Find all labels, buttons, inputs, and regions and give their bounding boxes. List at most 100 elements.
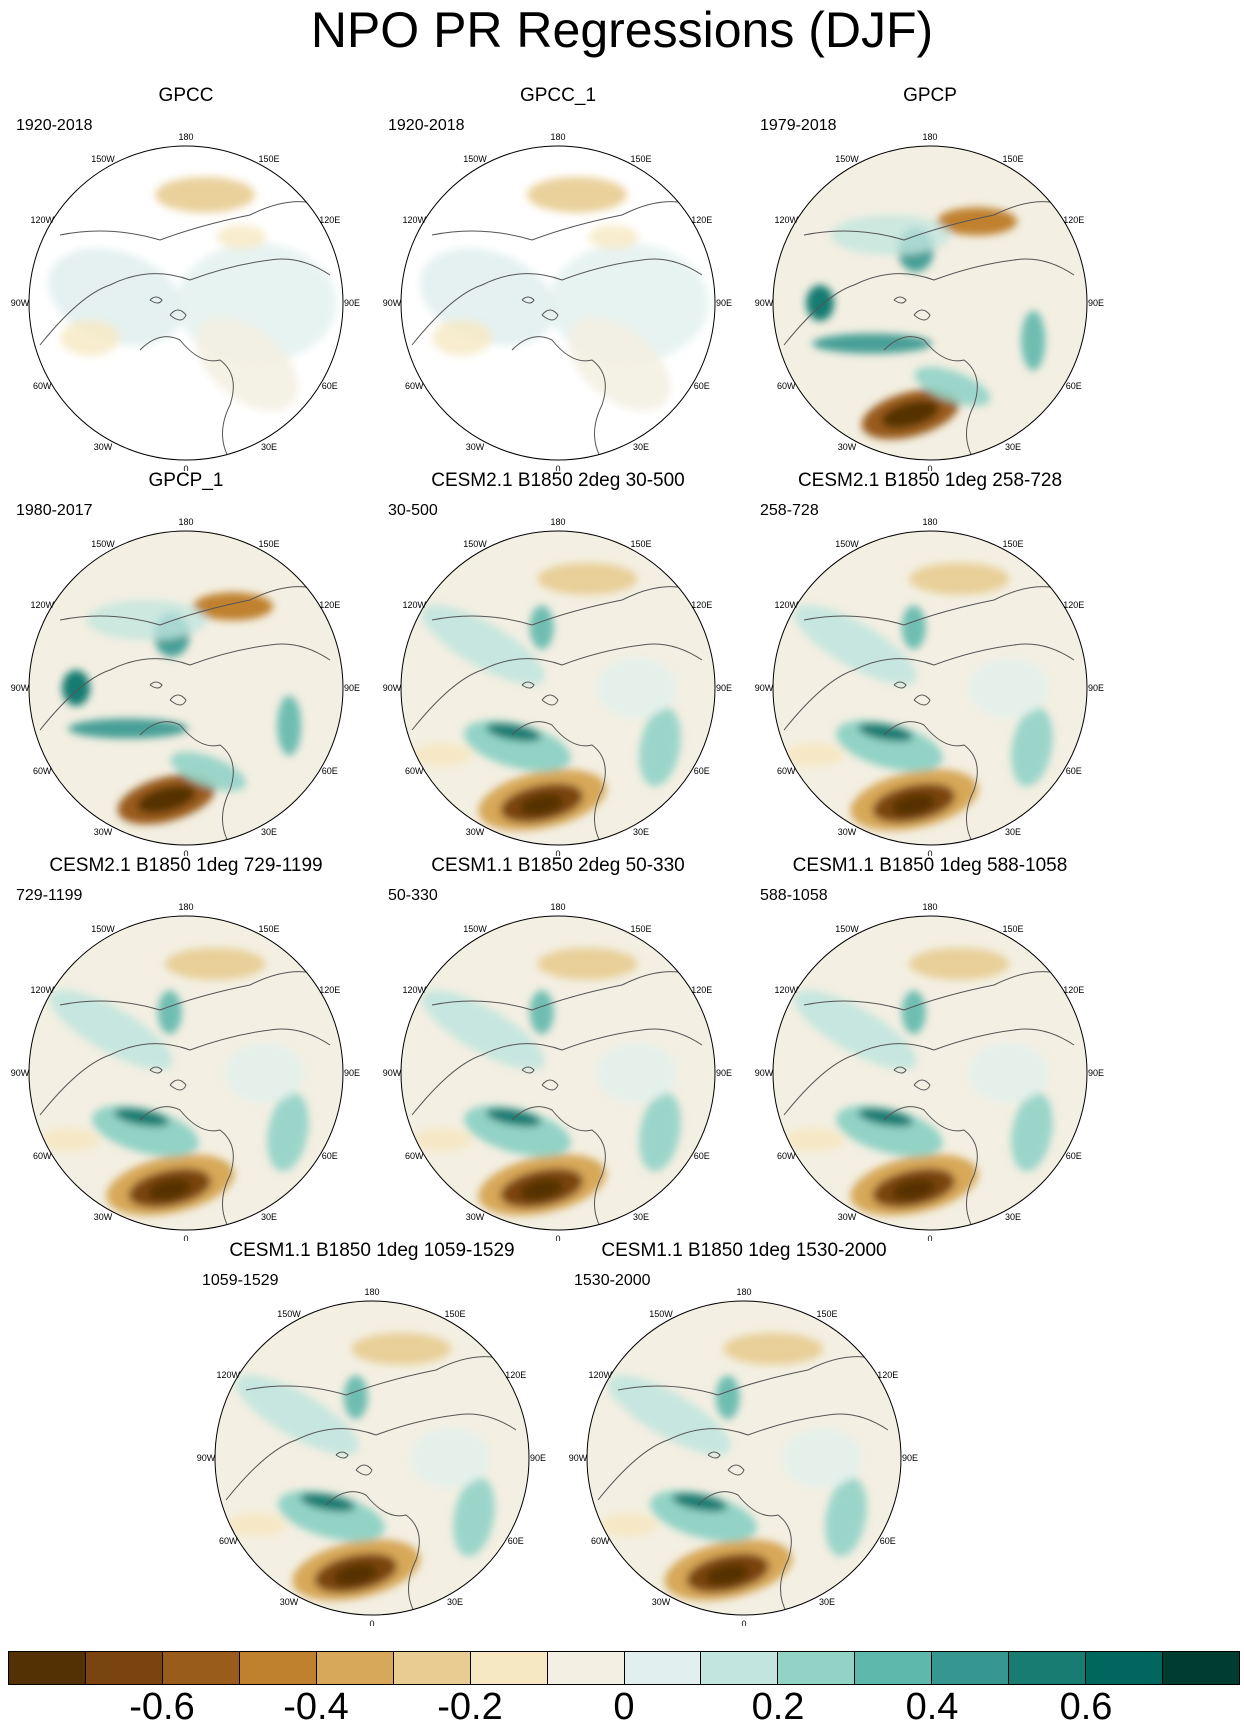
neg-anomaly [351,1332,452,1365]
land-field [527,176,628,213]
longitude-label: 120W [402,985,426,995]
longitude-label: 60W [405,381,424,391]
neg-anomaly [519,1178,564,1201]
panel-period: 729-1199 [16,887,83,904]
colorbar-swatch [547,1652,625,1684]
land-field [567,317,671,412]
longitude-label: 60W [405,1151,424,1161]
longitude-label: 30E [1005,1212,1021,1222]
colorbar-swatch [393,1652,471,1684]
pos-anomaly [170,751,247,792]
pos-anomaly [235,1374,359,1455]
longitude-label: 150W [463,539,487,549]
longitude-label: 60E [322,381,338,391]
longitude-label: 60W [777,1151,796,1161]
pos-anomaly [1011,1092,1053,1172]
longitude-label: 30W [838,1212,857,1222]
longitude-label: 90E [1088,1068,1104,1078]
figure-title: NPO PR Regressions (DJF) [310,2,934,58]
land-field [216,224,267,249]
colorbar-labels: -0.6 -0.4 -0.2 0 0.2 0.4 0.6 [8,1688,1240,1726]
pos-anomaly [113,1108,170,1127]
colorbar-tick-label: -0.2 [437,1686,503,1728]
neg-anomaly [891,793,936,816]
map-panel: CESM2.1 B1850 1deg 258-728 258-728 180 150E… [744,470,1116,856]
neg-anomaly [881,400,940,429]
longitude-label: 90E [1088,683,1104,693]
colorbar [8,1651,1240,1685]
pos-anomaly [607,1374,731,1455]
longitude-label: 120E [691,985,712,995]
longitude-label: 60E [1066,1151,1082,1161]
longitude-label: 120W [30,215,54,225]
longitude-label: 60E [1066,766,1082,776]
polar-map: 180 150E 120E 90E 60E 30E 0 30W 60W 90W 120W 150W [383,902,732,1241]
land-field [432,319,493,356]
colorbar-swatch [316,1652,394,1684]
neg-anomaly [412,1127,473,1152]
neg-anomaly [537,562,638,595]
longitude-label: 150E [630,154,651,164]
map-panel: GPCC 1920-2018 180 150E 120E 90E 60E 30E 0 30W 60W… [0,85,372,471]
longitude-label: 180 [550,132,565,142]
longitude-label: 30W [466,442,485,452]
panel-title: CESM1.1 B1850 1deg 1059-1529 [229,1240,515,1261]
longitude-label: 0 [741,1619,746,1626]
longitude-label: 0 [369,1619,374,1626]
neg-anomaly [193,592,274,621]
longitude-label: 30W [466,827,485,837]
longitude-label: 120W [30,600,54,610]
pos-anomaly [157,990,182,1035]
longitude-label: 150W [91,539,115,549]
longitude-label: 90W [755,298,774,308]
longitude-label: 0 [183,464,188,471]
longitude-label: 120E [1063,600,1084,610]
pos-anomaly [793,989,917,1070]
longitude-label: 60W [33,1151,52,1161]
panel-title: CESM2.1 B1850 1deg 258-728 [797,470,1063,491]
polar-map: 180 150E 120E 90E 60E 30E 0 30W 60W 90W 120W 150W [11,132,360,471]
colorbar-swatch [932,1652,1010,1684]
neg-anomaly [165,947,266,980]
longitude-label: 0 [927,849,932,856]
longitude-label: 60E [1066,381,1082,391]
longitude-label: 0 [183,849,188,856]
longitude-label: 90W [383,683,402,693]
longitude-label: 60W [777,766,796,776]
longitude-label: 180 [550,517,565,527]
longitude-label: 90E [716,298,732,308]
longitude-label: 150E [258,924,279,934]
longitude-label: 90W [383,1068,402,1078]
longitude-label: 180 [736,1287,751,1297]
polar-map: 180 150E 120E 90E 60E 30E 0 30W 60W 90W 120W 150W [755,902,1104,1241]
coastline [39,201,331,460]
longitude-label: 30W [838,442,857,452]
pos-anomaly [830,215,951,256]
longitude-label: 150E [258,154,279,164]
longitude-label: 60W [405,766,424,776]
neg-anomaly [598,1512,659,1537]
longitude-label: 150E [816,1309,837,1319]
panel-period: 50-330 [388,887,438,904]
pos-anomaly [453,1477,495,1557]
longitude-label: 120E [1063,985,1084,995]
longitude-label: 180 [364,1287,379,1297]
pos-anomaly [421,604,545,685]
coastline [39,971,331,1230]
neg-anomaly [723,1332,824,1365]
coastline [225,1356,517,1615]
pos-anomaly [299,1493,356,1512]
longitude-label: 150W [277,1309,301,1319]
longitude-label: 90E [344,1068,360,1078]
neg-anomaly [137,785,196,814]
colorbar-swatch [239,1652,317,1684]
panel-period: 1979-2018 [760,117,837,134]
longitude-label: 150E [1002,924,1023,934]
coastline [411,971,703,1230]
longitude-label: 0 [183,1234,188,1241]
longitude-label: 150W [835,539,859,549]
longitude-label: 30E [633,442,649,452]
panel-period: 1920-2018 [388,117,465,134]
longitude-label: 90E [716,683,732,693]
longitude-label: 180 [922,132,937,142]
